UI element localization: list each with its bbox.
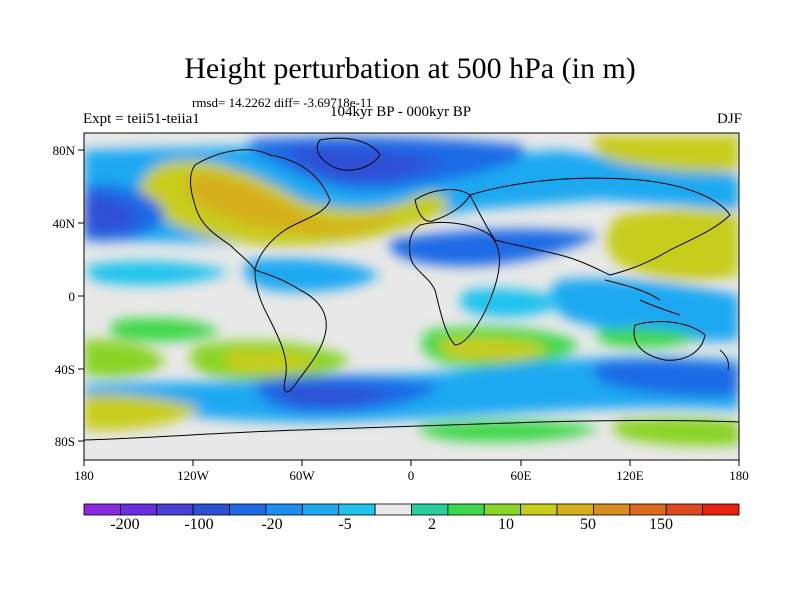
colorbar-swatch [338, 503, 376, 516]
colorbar-label: -5 [338, 516, 352, 533]
lat-tick-label: 80N [53, 143, 76, 158]
colorbar-label: 50 [580, 516, 596, 533]
colorbar-swatch [447, 503, 485, 516]
colorbar-label: 2 [428, 516, 436, 533]
colorbar-swatch [665, 503, 704, 516]
colorbar-label: -100 [184, 516, 214, 533]
colorbar-swatch [119, 503, 158, 516]
coastlines [84, 137, 739, 460]
colorbar-swatch [702, 503, 740, 516]
lon-axis: 180 120W 60W 0 60E 120E 180 [74, 460, 749, 483]
plot-title: Height perturbation at 500 hPa (in m) [184, 52, 636, 85]
lon-tick-label: 120E [616, 468, 644, 483]
colorbar-swatch [629, 503, 667, 516]
lon-tick-label: 60W [289, 468, 315, 483]
lat-tick-label: 40N [53, 216, 76, 231]
colorbar-label: 10 [498, 516, 514, 533]
colorbar-swatch [520, 503, 558, 516]
contour-field [84, 133, 739, 460]
lon-tick-label: 60E [511, 468, 532, 483]
lon-tick-label: 180 [729, 468, 749, 483]
colorbar-label: -20 [261, 516, 283, 533]
lat-tick-label: 0 [69, 289, 76, 304]
lat-axis: 80N 40N 0 40S 80S [53, 143, 84, 449]
colorbar-label: 150 [649, 516, 673, 533]
season-label: DJF [716, 111, 742, 127]
colorbar-swatch [301, 503, 340, 516]
colorbar-swatch [483, 503, 522, 516]
colorbar-swatch [556, 503, 594, 516]
colorbar-swatch [593, 503, 631, 516]
colorbar-swatch [265, 503, 303, 516]
lat-tick-label: 40S [55, 362, 75, 377]
lon-tick-label: 180 [74, 468, 94, 483]
colorbar-swatch [229, 503, 267, 516]
colorbar-swatch [83, 503, 121, 516]
colorbar-swatch [192, 503, 230, 516]
lon-tick-label: 120W [177, 468, 210, 483]
colorbar-label: -200 [110, 516, 140, 533]
lon-tick-label: 0 [408, 468, 415, 483]
period-label: 104kyr BP - 000kyr BP [330, 104, 472, 120]
colorbar-swatch [374, 503, 412, 516]
colorbar-swatch [411, 503, 449, 516]
lat-tick-label: 80S [55, 434, 75, 449]
stats-line: rmsd= 14.2262 diff= -3.69718e-11 [192, 95, 373, 110]
colorbar-swatch [156, 503, 194, 516]
colorbar [83, 503, 740, 516]
experiment-label: Expt = teii51-teiia1 [83, 111, 200, 127]
